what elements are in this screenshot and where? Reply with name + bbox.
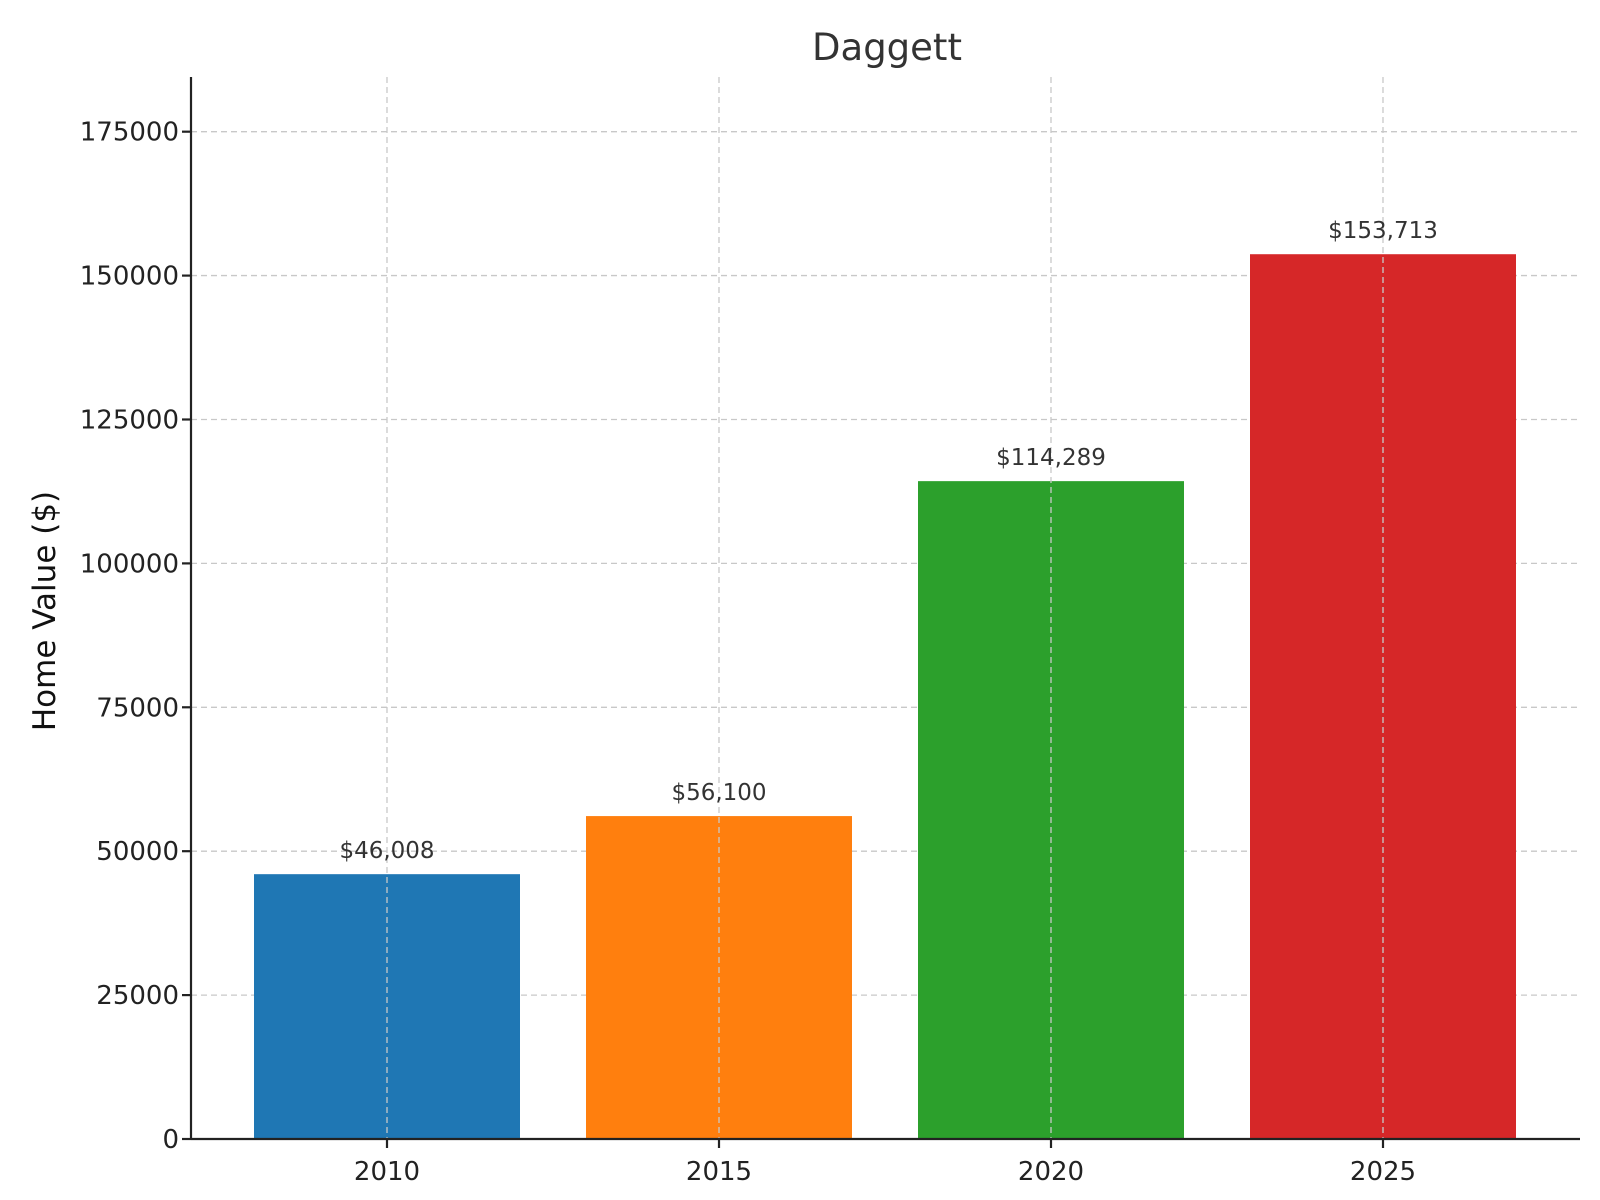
grid-layer (191, 131, 1580, 996)
bar (1250, 254, 1516, 1139)
x-tick-label: 2010 (354, 1157, 420, 1187)
y-tick-label: 25000 (96, 981, 179, 1011)
y-axis-label: Home Value ($) (27, 491, 63, 731)
data-label: $46,008 (339, 838, 434, 864)
vgrid-layer (386, 77, 1384, 1139)
bars-layer (254, 254, 1516, 1139)
x-tick-label: 2025 (1350, 1157, 1416, 1187)
y-tick-label: 125000 (80, 405, 179, 435)
y-tick-label: 150000 (80, 262, 179, 292)
chart-title: Daggett (812, 26, 962, 69)
y-tick-label: 75000 (96, 693, 179, 723)
data-label: $114,289 (996, 445, 1106, 471)
labels-layer: 0 25000 50000 75000 100000 125000 150000 175000… (80, 118, 1438, 1187)
data-label: $56,100 (671, 780, 766, 806)
x-tick-label: 2020 (1018, 1157, 1084, 1187)
y-tick-label: 0 (162, 1125, 179, 1155)
y-tick-label: 175000 (80, 118, 179, 148)
y-tick-label: 50000 (96, 837, 179, 867)
axes-layer (182, 77, 1580, 1148)
x-tick-label: 2015 (686, 1157, 752, 1187)
y-tick-label: 100000 (80, 549, 179, 579)
data-label: $153,713 (1328, 218, 1438, 244)
